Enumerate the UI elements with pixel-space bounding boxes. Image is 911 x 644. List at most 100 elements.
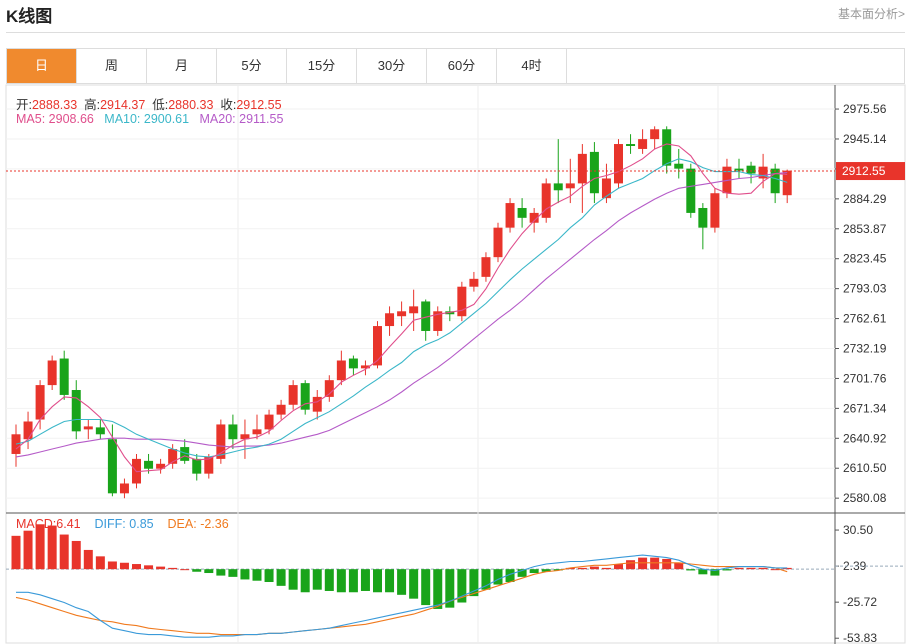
tab-30min[interactable]: 30分 (357, 49, 427, 83)
macd-bar (469, 569, 479, 597)
macd-bar (35, 524, 45, 570)
y-tick-label: 2793.03 (843, 282, 887, 296)
macd-bar (336, 569, 346, 593)
candle-body (59, 358, 69, 395)
macd-label: MACD: (16, 517, 57, 531)
tab-5min[interactable]: 5分 (217, 49, 287, 83)
macd-bar (240, 569, 250, 580)
candle-body (35, 385, 45, 420)
candle-body (71, 390, 81, 432)
y-tick-label: 2945.14 (843, 132, 887, 146)
candle-body (770, 168, 780, 194)
macd-bar (71, 540, 81, 570)
macd-bar (626, 560, 636, 570)
open-value: 2888.33 (31, 98, 78, 112)
y-tick-label: 2610.50 (843, 461, 887, 475)
macd-bar (614, 564, 623, 570)
tab-month[interactable]: 月 (147, 49, 217, 83)
ma20-line (15, 172, 788, 458)
macd-bar (47, 525, 57, 570)
ma-legend: MA5: 2908.66 MA10: 2900.61 MA20: 2911.55 (16, 112, 283, 126)
candle-body (505, 203, 515, 228)
ma10-line (15, 158, 788, 458)
candle-body (228, 424, 238, 440)
candle-body (638, 139, 648, 149)
candle-body (457, 286, 467, 317)
tab-4hour[interactable]: 4时 (497, 49, 567, 83)
macd-bar (493, 569, 503, 585)
macd-bar (698, 569, 708, 575)
macd-bar (348, 569, 358, 593)
candle-body (156, 463, 166, 469)
candle-body (421, 301, 431, 331)
macd-bar (445, 569, 455, 608)
macd-bar (734, 567, 744, 570)
ma5-value: 2908.66 (48, 112, 94, 126)
macd-bar (360, 569, 370, 591)
candle-body (312, 396, 322, 412)
macd-value: 6.41 (56, 517, 81, 531)
close-value: 2912.55 (236, 98, 282, 112)
macd-bar (312, 569, 322, 590)
y-tick-label: 2580.08 (843, 491, 887, 505)
ma10-label: MA10: (104, 112, 141, 126)
macd-bar (601, 567, 611, 570)
ohlc-legend: 开:2888.33 高:2914.37 低:2880.33 收:2912.55 (16, 94, 282, 113)
candle-body (276, 404, 286, 415)
macd-bar (288, 569, 298, 590)
tab-day[interactable]: 日 (7, 49, 77, 83)
ma20-label: MA20: (199, 112, 236, 126)
macd-bar (300, 569, 310, 593)
candle-body (686, 168, 696, 213)
y-tick-label: 2732.19 (843, 342, 887, 356)
candle-body (47, 360, 57, 386)
macd-bar (746, 567, 756, 570)
macd-bar (216, 569, 226, 576)
macd-bar (83, 549, 93, 570)
macd-y-tick-label: 30.50 (843, 523, 873, 537)
macd-bar (373, 569, 382, 593)
tab-15min[interactable]: 15分 (287, 49, 357, 83)
candle-body (734, 168, 744, 171)
candle-body (674, 163, 684, 169)
candle-body (650, 129, 660, 140)
macd-bar (674, 562, 684, 570)
candle-body (577, 153, 587, 184)
dea-value: -2.36 (200, 517, 229, 531)
macd-bar (228, 569, 238, 577)
macd-bar (397, 569, 407, 595)
candle-body (107, 439, 117, 494)
macd-bar (686, 569, 696, 571)
candle-body (83, 426, 93, 430)
macd-bar (710, 569, 720, 576)
macd-bar (192, 569, 202, 572)
candle-body (601, 178, 611, 199)
last-price-tag (836, 162, 905, 181)
candle-body (240, 434, 250, 440)
macd-bar (168, 567, 178, 570)
tab-week[interactable]: 周 (77, 49, 147, 83)
candle-body (493, 227, 503, 258)
macd-bar (541, 569, 551, 572)
macd-bar (180, 569, 190, 571)
macd-bar (409, 569, 419, 599)
high-value: 2914.37 (100, 98, 146, 112)
candle-body (252, 429, 262, 435)
macd-y-tick-label: -53.83 (843, 631, 877, 644)
tab-60min[interactable]: 60分 (427, 49, 497, 83)
macd-bar (119, 562, 129, 570)
candle-body (662, 129, 672, 166)
candle-body (204, 456, 214, 474)
candle-body (758, 166, 768, 179)
candle-body (517, 207, 527, 218)
y-tick-label: 2975.56 (843, 102, 887, 116)
macd-bar (650, 557, 660, 570)
macd-bar (23, 530, 33, 570)
candle-body (746, 165, 756, 174)
fundamental-analysis-link[interactable]: 基本面分析> (837, 7, 905, 21)
low-label: 低: (152, 98, 169, 112)
y-tick-label: 2671.34 (843, 401, 887, 415)
candle-body (614, 144, 623, 184)
candle-body (481, 257, 491, 277)
